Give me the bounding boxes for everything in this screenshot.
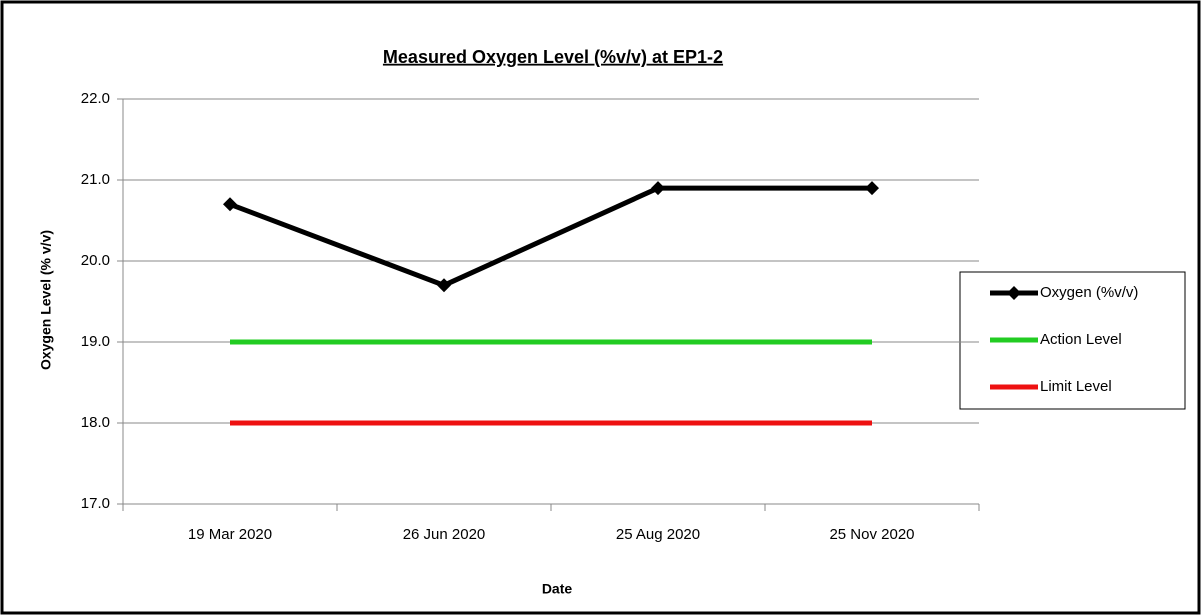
x-tick-label: 25 Aug 2020	[616, 526, 700, 543]
y-tick-label: 20.0	[81, 252, 110, 269]
marker	[223, 197, 237, 212]
x-axis-label: Date	[542, 581, 573, 597]
x-tick-label: 19 Mar 2020	[188, 526, 272, 543]
y-tick-label: 22.0	[81, 90, 110, 107]
marker	[437, 278, 451, 293]
y-tick-label: 18.0	[81, 414, 110, 431]
marker	[651, 181, 665, 196]
legend-label: Limit Level	[1040, 378, 1112, 395]
y-axis-label: Oxygen Level (% v/v)	[38, 230, 54, 370]
x-tick-label: 26 Jun 2020	[403, 526, 486, 543]
y-tick-label: 17.0	[81, 495, 110, 512]
chart-title: Measured Oxygen Level (%v/v) at EP1-2	[383, 47, 723, 67]
legend-label: Oxygen (%v/v)	[1040, 284, 1138, 301]
legend-label: Action Level	[1040, 331, 1122, 348]
marker	[865, 181, 879, 196]
legend-marker	[1007, 286, 1021, 300]
y-tick-label: 19.0	[81, 333, 110, 350]
y-tick-label: 21.0	[81, 171, 110, 188]
x-tick-label: 25 Nov 2020	[829, 526, 914, 543]
series-line	[229, 185, 872, 288]
